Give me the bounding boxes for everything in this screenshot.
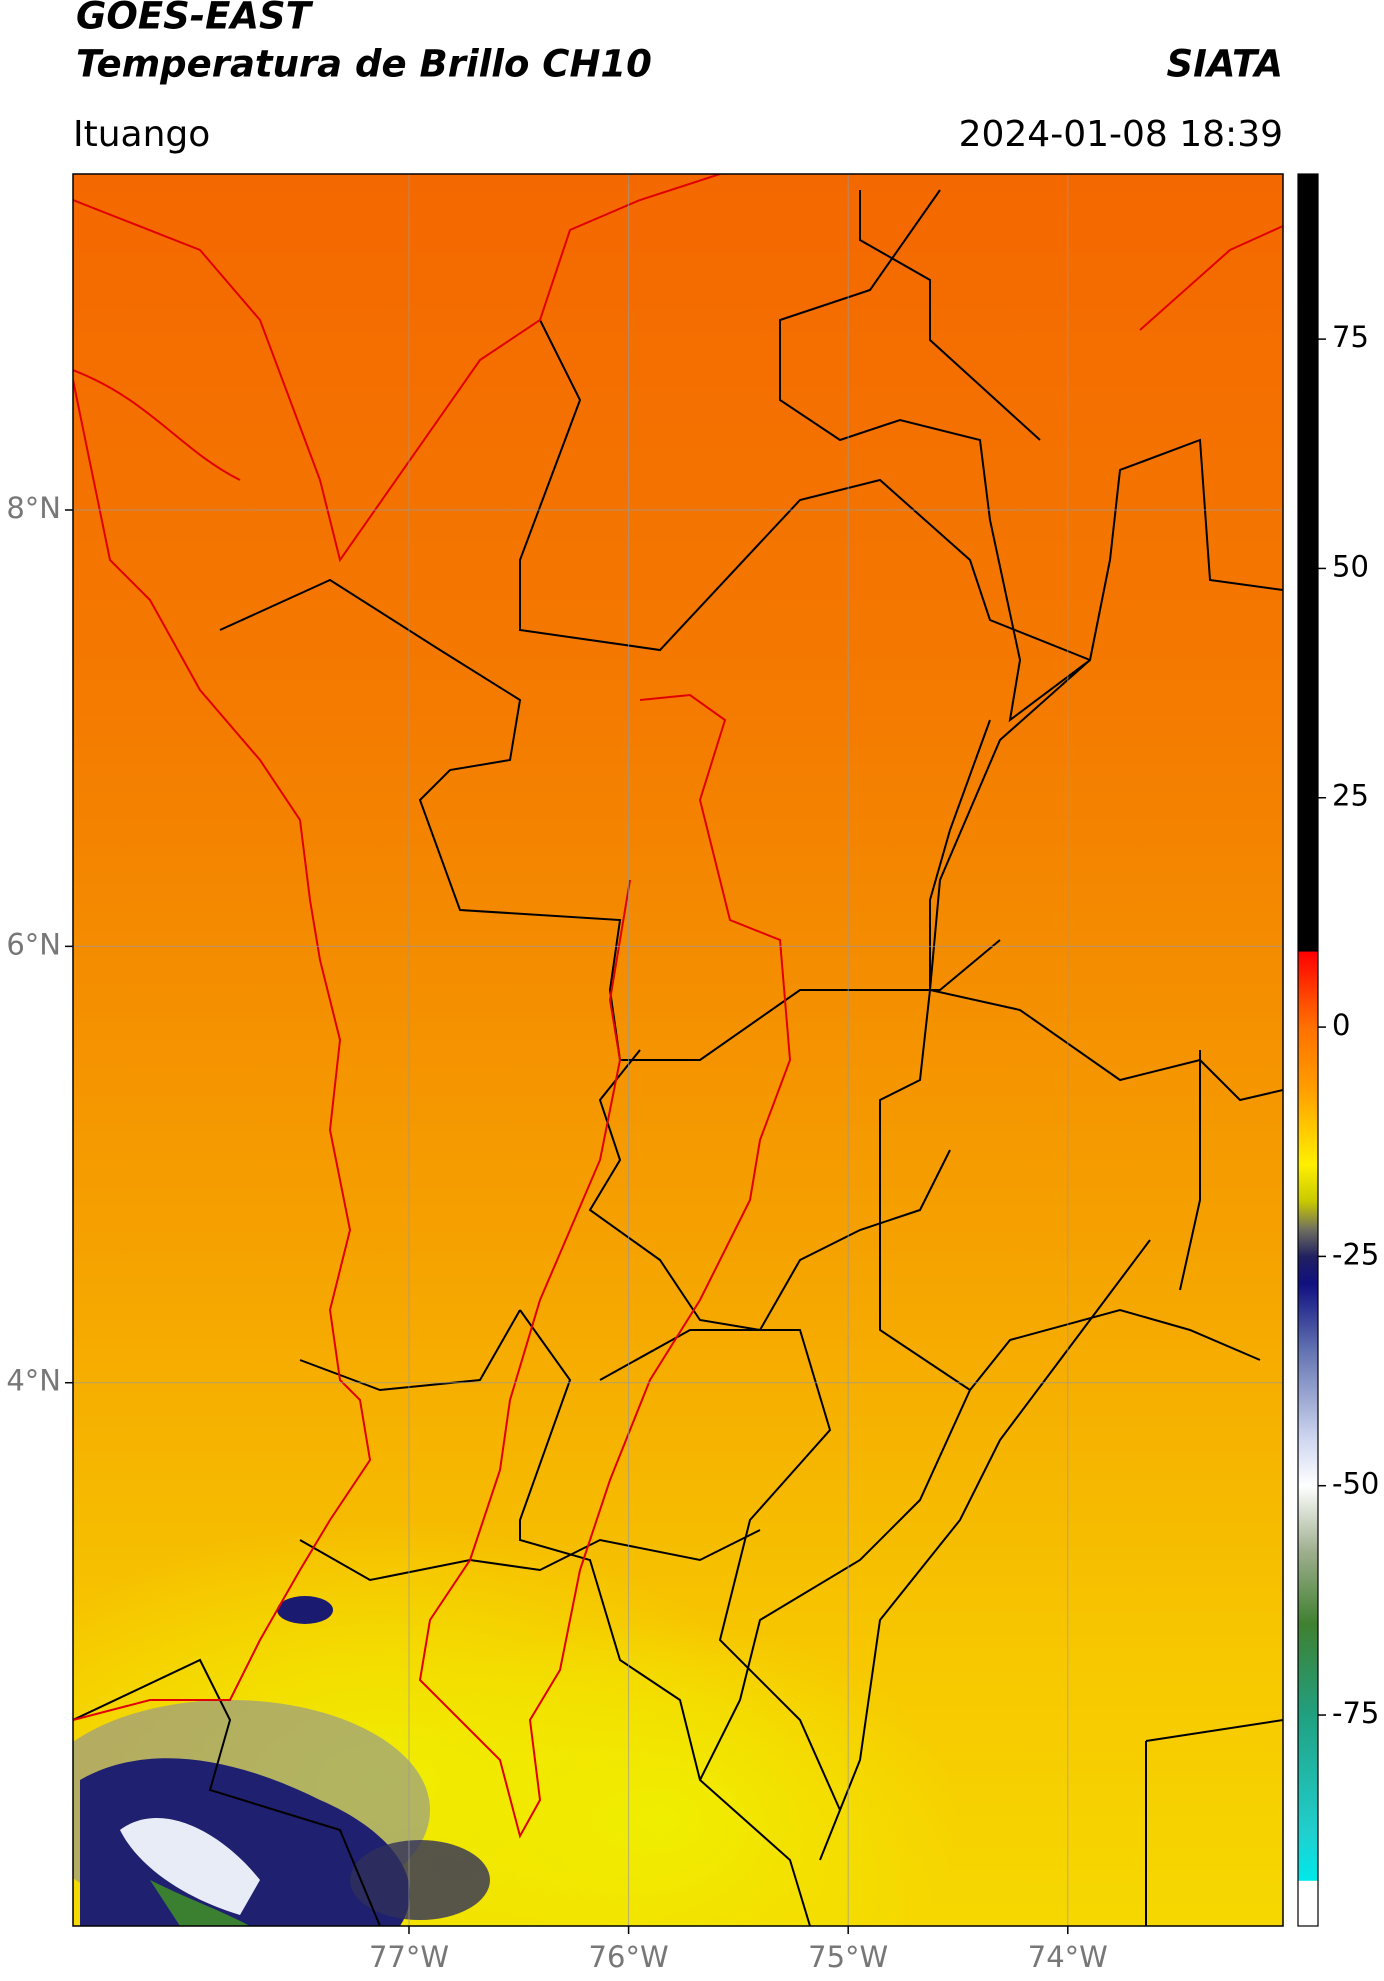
colorbar-segment — [1298, 1549, 1318, 1624]
colorbar-segment — [1298, 174, 1318, 952]
colorbar-segment — [1298, 1485, 1318, 1551]
brand: SIATA — [1166, 43, 1283, 86]
x-tick-label: 77°W — [369, 1940, 449, 1974]
x-tick-label: 74°W — [1028, 1940, 1108, 1974]
colorbar-segment — [1298, 999, 1318, 1028]
colorbar-segment — [1298, 1164, 1318, 1202]
colorbar-segment — [1298, 1880, 1318, 1882]
colorbar-tick-label: 0 — [1332, 1008, 1350, 1042]
colorbar-segment — [1298, 1439, 1318, 1487]
colorbar-segment — [1298, 1623, 1318, 1716]
map-field — [73, 174, 1283, 1926]
colorbar-tick-label: 25 — [1332, 779, 1369, 813]
datetime: 2024-01-08 18:39 — [959, 114, 1283, 155]
colorbar-frame — [1297, 173, 1319, 1927]
colorbar-segment — [1298, 1256, 1318, 1285]
colorbar-tick-label: 50 — [1332, 549, 1369, 583]
map-frame — [72, 173, 1284, 1927]
colorbar-tick-label: -50 — [1332, 1467, 1379, 1501]
y-tick-label: 8°N — [6, 491, 61, 525]
y-tick-label: 6°N — [6, 927, 61, 961]
colorbar-segment — [1298, 1348, 1318, 1441]
colorbar-tick-label: -75 — [1332, 1696, 1379, 1730]
grid — [65, 174, 1283, 1934]
x-tick-label: 75°W — [808, 1940, 888, 1974]
y-tick-label: 4°N — [6, 1364, 61, 1398]
title: GOES-EAST — [76, 0, 314, 38]
colorbar-tick-label: -25 — [1332, 1237, 1379, 1271]
colorbar-segment — [1298, 1283, 1318, 1349]
colorbar-segment — [1298, 1881, 1318, 1927]
colorbar-segment — [1298, 1027, 1318, 1092]
colorbar-tick-label: 75 — [1332, 320, 1369, 354]
colorbar-segment — [1298, 950, 1318, 953]
colorbar-segment — [1298, 1228, 1318, 1257]
colorbar-segment — [1298, 1715, 1318, 1835]
location: Ituango — [73, 114, 210, 155]
colorbar — [1298, 174, 1326, 1927]
colorbar-segment — [1298, 951, 1318, 1001]
colorbar-segment — [1298, 1834, 1318, 1881]
colorbar-segment — [1298, 1091, 1318, 1166]
colorbar-segment — [1298, 1201, 1318, 1230]
x-tick-label: 76°W — [589, 1940, 669, 1974]
subtitle: Temperatura de Brillo CH10 — [76, 43, 652, 86]
